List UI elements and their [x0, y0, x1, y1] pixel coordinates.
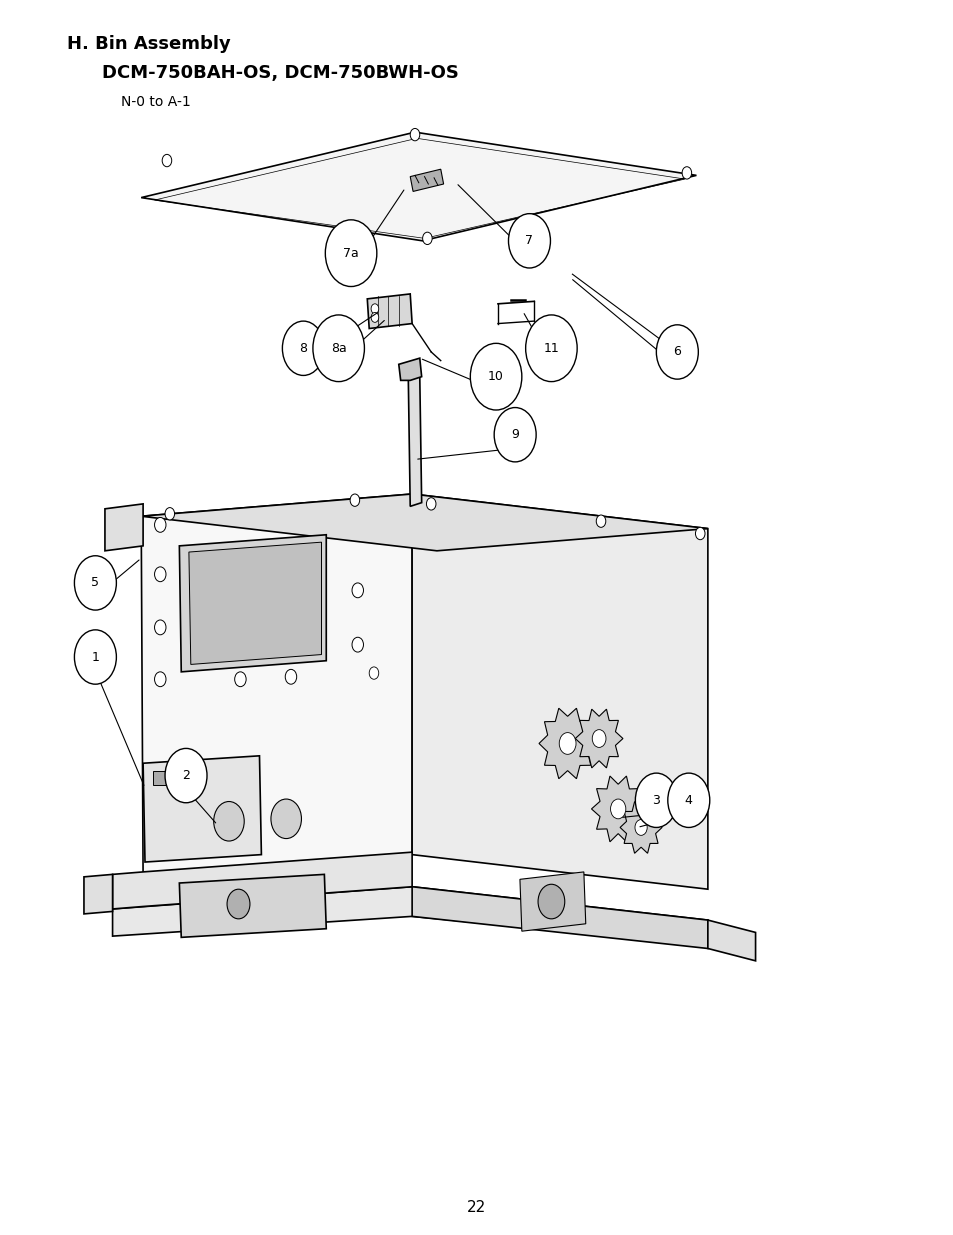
Text: N-0 to A-1: N-0 to A-1 [121, 95, 191, 109]
Circle shape [213, 802, 244, 841]
Text: 3: 3 [652, 794, 659, 806]
Circle shape [285, 669, 296, 684]
Polygon shape [179, 874, 326, 937]
Circle shape [154, 672, 166, 687]
Text: 22: 22 [467, 1200, 486, 1215]
Polygon shape [141, 132, 696, 241]
Polygon shape [412, 887, 707, 948]
Text: 6: 6 [673, 346, 680, 358]
Circle shape [162, 154, 172, 167]
Circle shape [369, 667, 378, 679]
Polygon shape [591, 776, 644, 842]
Polygon shape [619, 802, 661, 853]
Circle shape [74, 556, 116, 610]
Polygon shape [398, 358, 421, 380]
Text: 11: 11 [543, 342, 558, 354]
Circle shape [154, 567, 166, 582]
Circle shape [410, 128, 419, 141]
Circle shape [350, 494, 359, 506]
Polygon shape [84, 874, 112, 914]
Polygon shape [105, 504, 143, 551]
Polygon shape [143, 756, 261, 862]
Text: 5: 5 [91, 577, 99, 589]
Text: 10: 10 [488, 370, 503, 383]
Circle shape [154, 620, 166, 635]
Text: 7: 7 [525, 235, 533, 247]
Text: 7a: 7a [343, 247, 358, 259]
Circle shape [681, 167, 691, 179]
Circle shape [313, 315, 364, 382]
Text: 8: 8 [299, 342, 307, 354]
Polygon shape [707, 920, 755, 961]
Circle shape [508, 214, 550, 268]
Bar [179, 769, 198, 784]
Circle shape [352, 637, 363, 652]
Circle shape [165, 748, 207, 803]
Text: 1: 1 [91, 651, 99, 663]
Circle shape [282, 321, 324, 375]
Polygon shape [410, 169, 443, 191]
Bar [152, 771, 172, 785]
Polygon shape [112, 852, 412, 909]
Polygon shape [538, 708, 596, 779]
Circle shape [470, 343, 521, 410]
Circle shape [494, 408, 536, 462]
Circle shape [537, 884, 564, 919]
Circle shape [371, 304, 378, 314]
Text: 9: 9 [511, 429, 518, 441]
Polygon shape [189, 542, 321, 664]
Circle shape [596, 515, 605, 527]
Circle shape [234, 672, 246, 687]
Circle shape [667, 773, 709, 827]
Circle shape [525, 315, 577, 382]
Text: 4: 4 [684, 794, 692, 806]
Circle shape [592, 730, 605, 747]
Circle shape [695, 527, 704, 540]
Text: DCM-750BAH-OS, DCM-750BWH-OS: DCM-750BAH-OS, DCM-750BWH-OS [102, 64, 458, 83]
Polygon shape [141, 494, 707, 551]
Circle shape [422, 232, 432, 245]
Circle shape [426, 498, 436, 510]
Circle shape [227, 889, 250, 919]
Polygon shape [179, 535, 326, 672]
Polygon shape [408, 375, 421, 506]
Polygon shape [367, 294, 412, 329]
Text: 2: 2 [182, 769, 190, 782]
Circle shape [271, 799, 301, 839]
Circle shape [635, 773, 677, 827]
Circle shape [558, 732, 576, 755]
Circle shape [352, 583, 363, 598]
Text: H. Bin Assembly: H. Bin Assembly [67, 35, 231, 53]
Circle shape [371, 312, 378, 322]
Circle shape [74, 630, 116, 684]
Polygon shape [141, 494, 412, 877]
Circle shape [635, 820, 646, 835]
Circle shape [154, 517, 166, 532]
Circle shape [656, 325, 698, 379]
Text: 8a: 8a [331, 342, 346, 354]
Polygon shape [519, 872, 585, 931]
Polygon shape [412, 494, 707, 889]
Circle shape [165, 508, 174, 520]
Circle shape [325, 220, 376, 287]
Circle shape [610, 799, 625, 819]
Polygon shape [575, 709, 622, 768]
Polygon shape [112, 887, 707, 945]
